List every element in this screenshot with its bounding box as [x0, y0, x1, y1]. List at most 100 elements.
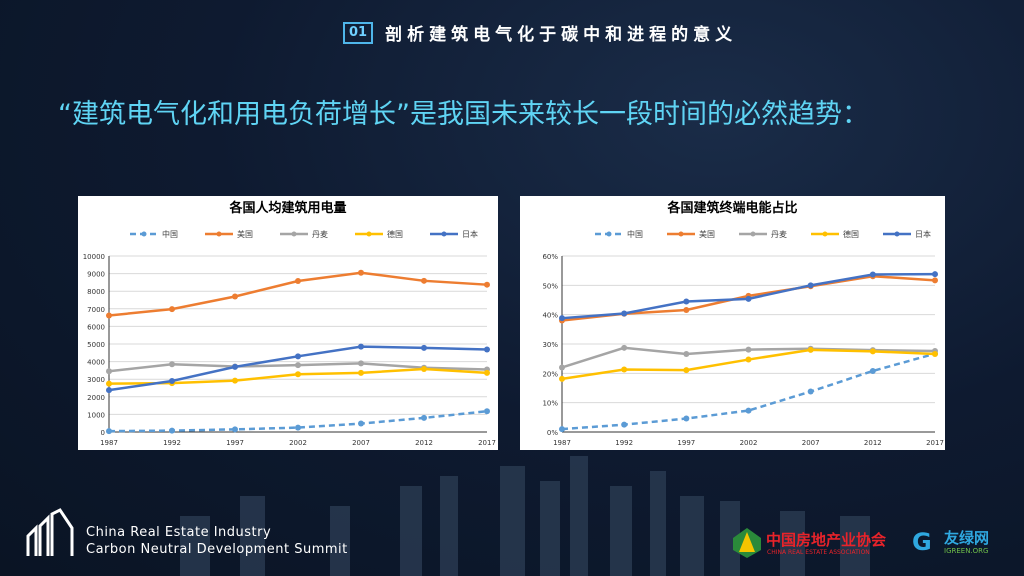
- x-tick-label: 1992: [163, 439, 181, 447]
- y-tick-label: 40%: [542, 312, 558, 320]
- data-point: [232, 293, 238, 300]
- chart-title: 各国建筑终端电能占比: [666, 200, 797, 216]
- data-point: [683, 298, 690, 305]
- legend-label: 美国: [237, 229, 253, 239]
- legend-label: 美国: [699, 229, 715, 239]
- legend-label: 德国: [843, 229, 859, 239]
- data-point: [484, 281, 490, 288]
- legend-marker: [366, 231, 372, 237]
- data-point: [869, 271, 876, 278]
- legend-label: 德国: [387, 229, 403, 239]
- data-point: [683, 350, 690, 357]
- x-tick-label: 1997: [226, 439, 244, 447]
- y-tick-label: 10%: [542, 400, 558, 408]
- data-point: [745, 356, 752, 363]
- summit-name-line2: Carbon Neutral Development Summit: [86, 542, 348, 557]
- data-point: [421, 344, 427, 351]
- data-point: [106, 368, 112, 375]
- y-tick-label: 4000: [87, 359, 105, 367]
- data-point: [932, 277, 938, 284]
- legend-label: 中国: [627, 229, 643, 239]
- data-point: [169, 427, 175, 434]
- legend-marker: [894, 231, 900, 237]
- x-tick-label: 2017: [478, 439, 496, 447]
- x-tick-label: 1987: [100, 439, 118, 447]
- data-point: [559, 375, 565, 382]
- y-tick-label: 2000: [87, 394, 105, 402]
- x-tick-label: 2002: [289, 439, 307, 447]
- y-tick-label: 0: [101, 429, 105, 437]
- legend-marker: [441, 231, 447, 237]
- data-point: [621, 344, 628, 351]
- x-tick-label: 1992: [615, 439, 633, 447]
- data-point: [358, 269, 364, 276]
- y-tick-label: 5000: [87, 341, 105, 349]
- data-point: [358, 369, 364, 376]
- y-tick-label: 20%: [542, 370, 558, 378]
- y-tick-label: 0%: [547, 429, 558, 437]
- data-point: [295, 362, 301, 369]
- data-point: [932, 271, 938, 278]
- data-point: [169, 306, 175, 313]
- legend-label: 日本: [915, 229, 931, 239]
- x-tick-label: 2002: [740, 439, 758, 447]
- legend-label: 中国: [162, 229, 178, 239]
- city-skyline-background: [180, 456, 870, 576]
- chart-per-capita-electricity: 各国人均建筑用电量 0 1000 2000 3000 4000 5000 6000 7000 80…: [78, 196, 498, 450]
- data-point: [421, 277, 427, 284]
- data-point: [106, 380, 112, 387]
- igreen-logo-text: 友绿网: [944, 529, 990, 547]
- data-point: [807, 388, 814, 395]
- x-tick-label: 2007: [352, 439, 370, 447]
- data-point: [932, 350, 938, 357]
- data-point: [232, 363, 238, 370]
- cirea-logo-icon: [733, 528, 761, 558]
- data-point: [559, 426, 565, 433]
- x-tick-label: 2012: [415, 439, 433, 447]
- y-tick-label: 8000: [87, 288, 105, 296]
- y-tick-label: 10000: [83, 253, 105, 261]
- data-point: [295, 424, 301, 431]
- y-tick-label: 9000: [87, 271, 105, 279]
- data-point: [169, 361, 175, 368]
- legend-label: 丹麦: [312, 229, 328, 239]
- summit-name: China Real Estate Industry Carbon Neutra…: [86, 524, 348, 558]
- legend-marker: [291, 231, 297, 237]
- data-point: [295, 353, 301, 360]
- data-point: [559, 315, 565, 322]
- data-point: [683, 306, 690, 313]
- cirea-logo-text: 中国房地产业协会: [766, 531, 887, 549]
- series-line-德国: [561, 348, 936, 381]
- data-point: [358, 360, 364, 367]
- data-point: [106, 387, 112, 394]
- data-point: [745, 295, 752, 302]
- slide-header: 01 剖析建筑电气化于碳中和进程的意义: [343, 20, 737, 45]
- x-tick-label: 1997: [677, 439, 695, 447]
- data-point: [295, 371, 301, 378]
- slide-subtitle: “建筑电气化和用电负荷增长”是我国未来较长一段时间的必然趋势：: [58, 99, 869, 130]
- legend-marker: [606, 231, 612, 237]
- cirea-logo-en: CHINA REAL ESTATE ASSOCIATION: [767, 549, 870, 556]
- series-line-中国: [561, 352, 936, 431]
- data-point: [106, 312, 112, 319]
- y-tick-label: 30%: [542, 341, 558, 349]
- y-tick-label: 3000: [87, 376, 105, 384]
- legend-label: 日本: [462, 229, 478, 239]
- igreen-logo-icon: G: [912, 528, 932, 556]
- data-point: [683, 415, 690, 422]
- y-tick-label: 50%: [542, 282, 558, 290]
- y-tick-label: 6000: [87, 323, 105, 331]
- legend-marker: [678, 231, 684, 237]
- data-point: [421, 414, 427, 421]
- summit-name-line1: China Real Estate Industry: [86, 525, 272, 540]
- chart-electricity-share: 各国建筑终端电能占比 0% 10% 20% 30% 40% 50% 60% 1987 1992 19…: [520, 196, 945, 450]
- data-point: [106, 428, 112, 435]
- data-point: [807, 346, 814, 353]
- data-point: [745, 346, 752, 353]
- data-point: [869, 348, 876, 355]
- x-tick-label: 2017: [926, 439, 944, 447]
- y-tick-label: 60%: [542, 253, 558, 261]
- chart-title: 各国人均建筑用电量: [228, 200, 346, 216]
- data-point: [621, 421, 628, 428]
- data-point: [745, 407, 752, 414]
